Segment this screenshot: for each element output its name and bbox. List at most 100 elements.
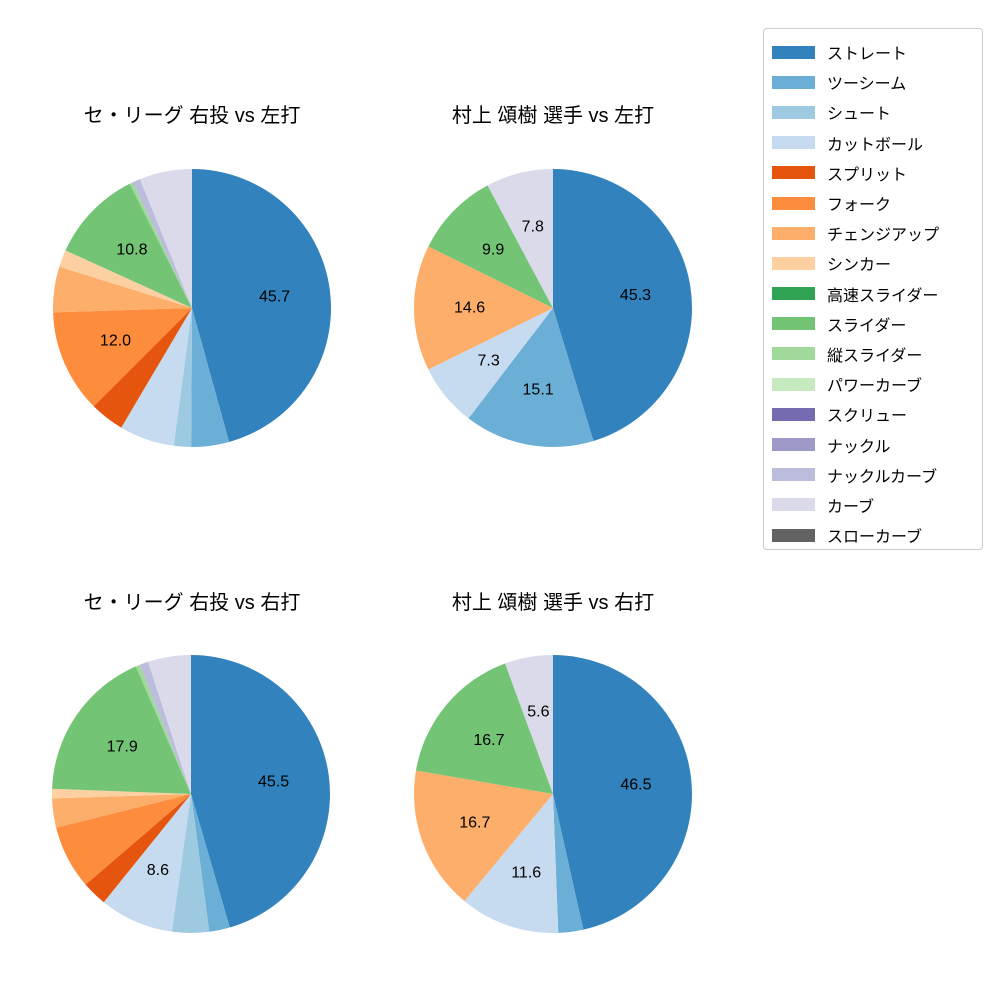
legend-item: チェンジアップ	[764, 218, 982, 248]
legend-item: スプリット	[764, 158, 982, 188]
chart-title-player-vs-left: 村上 頌樹 選手 vs 左打	[451, 105, 655, 127]
chart-title-player-vs-right: 村上 頌樹 選手 vs 右打	[451, 592, 655, 614]
pie-slice-フォーク	[56, 794, 192, 885]
legend-color-swatch	[772, 45, 815, 59]
pie-slice-スライダー	[65, 183, 192, 308]
pie-percent-label: 12.0	[100, 333, 131, 350]
pie-percent-label: 45.3	[620, 287, 651, 304]
legend-item: シュート	[764, 97, 982, 127]
legend-item-label: シュート	[827, 106, 892, 124]
legend-item-label: カーブ	[827, 498, 875, 516]
pie-slice-チェンジアップ	[414, 246, 553, 370]
legend-item: ストレート	[764, 37, 982, 67]
pie-slice-シュート	[171, 794, 210, 933]
pie-chart-player-vs-left: 45.3 15.1 7.3 14.6 9.9 7.8	[414, 169, 692, 447]
legend-item-label: 高速スライダー	[827, 287, 939, 305]
pie-percent-label: 7.8	[522, 219, 544, 236]
pie-percent-label: 16.7	[459, 815, 490, 832]
pie-slice-スプリット	[85, 794, 191, 903]
legend-item: スローカーブ	[764, 520, 982, 550]
pie-percent-label: 46.5	[620, 776, 651, 793]
pie-percent-label: 16.7	[473, 732, 504, 749]
pie-percent-label: 11.6	[511, 865, 541, 882]
pie-slice-ストレート	[192, 169, 332, 442]
pie-chart-player-vs-right: 46.5 11.6 16.7 16.7 5.6	[414, 655, 692, 933]
pie-slice-ツーシーム	[468, 308, 594, 447]
legend-color-swatch	[772, 105, 815, 119]
pie-percent-label: 45.7	[259, 288, 290, 305]
pie-slice-スライダー	[52, 666, 191, 794]
pie-slice-カットボール	[464, 794, 559, 933]
legend-item-label: チェンジアップ	[827, 227, 940, 245]
legend-item: スライダー	[764, 309, 982, 339]
pie-percent-label: 17.9	[107, 738, 138, 755]
legend-color-swatch	[772, 377, 815, 391]
legend-color-swatch	[772, 407, 815, 421]
pie-slice-カットボール	[121, 308, 192, 446]
pie-percent-label: 15.1	[523, 382, 554, 399]
legend-color-swatch	[772, 468, 815, 482]
legend-color-swatch	[772, 256, 815, 270]
pie-slice-カーブ	[487, 169, 553, 308]
pie-percent-label: 8.6	[147, 862, 169, 879]
legend-color-swatch	[772, 196, 815, 210]
pie-slice-ストレート	[553, 169, 692, 441]
pie-slice-カーブ	[148, 655, 191, 794]
legend-color-swatch	[772, 75, 815, 89]
legend-color-swatch	[772, 347, 815, 361]
legend-color-swatch	[772, 226, 815, 240]
pie-slice-カーブ	[140, 169, 192, 308]
legend-color-swatch	[772, 528, 815, 542]
pie-slice-シンカー	[52, 788, 191, 799]
legend-item: 縦スライダー	[764, 339, 982, 369]
pie-chart-league-vs-right: 45.5 8.6 17.9	[52, 655, 330, 933]
pie-slice-ストレート	[191, 655, 330, 928]
legend-color-swatch	[772, 287, 815, 301]
pie-slice-シュート	[173, 308, 192, 447]
pie-slice-カーブ	[505, 655, 553, 794]
pie-slice-ストレート	[553, 655, 692, 930]
pie-slice-スライダー	[416, 663, 553, 794]
legend-item-label: ナックル	[827, 438, 891, 456]
legend-item-label: カットボール	[827, 136, 924, 154]
pie-slice-縦スライダー	[135, 664, 191, 794]
legend-item: カーブ	[764, 490, 982, 520]
chart-title-league-vs-left: セ・リーグ 右投 vs 左打	[83, 105, 301, 127]
pie-slice-ナックルカーブ	[139, 661, 191, 794]
pie-percent-label: 10.8	[116, 242, 147, 259]
pie-chart-league-vs-left: 45.7 12.0 10.8	[53, 169, 332, 448]
legend-item-label: フォーク	[827, 197, 892, 215]
pie-slice-フォーク	[53, 308, 192, 407]
legend-item-label: ナックルカーブ	[827, 468, 938, 486]
legend-item: スクリュー	[764, 399, 982, 429]
legend-item-label: 縦スライダー	[827, 347, 923, 365]
pie-slice-チェンジアップ	[414, 770, 553, 902]
legend: ストレート ツーシーム シュート カットボール スプリット フォーク チェンジアップ シンカー…	[763, 28, 983, 550]
pie-slice-スライダー	[428, 185, 553, 308]
pie-slice-チェンジアップ	[52, 794, 191, 828]
pie-percent-label: 7.3	[477, 353, 499, 370]
pie-slice-チェンジアップ	[53, 266, 193, 313]
legend-item-label: スライダー	[827, 317, 907, 335]
legend-item-label: スクリュー	[827, 408, 908, 426]
pie-slice-ツーシーム	[191, 794, 230, 932]
legend-color-swatch	[772, 498, 815, 512]
pie-percent-label: 45.5	[258, 774, 289, 791]
legend-item: パワーカーブ	[764, 369, 982, 399]
legend-item-label: シンカー	[827, 257, 892, 275]
pie-slice-ツーシーム	[553, 794, 584, 933]
legend-item: フォーク	[764, 188, 982, 218]
legend-item: シンカー	[764, 248, 982, 278]
pie-slice-ナックルカーブ	[132, 179, 192, 308]
pie-percent-label: 14.6	[454, 300, 485, 317]
legend-item: ナックルカーブ	[764, 460, 982, 490]
legend-color-swatch	[772, 438, 815, 452]
legend-item: 高速スライダー	[764, 279, 982, 309]
legend-color-swatch	[772, 317, 815, 331]
pie-slice-ツーシーム	[191, 308, 230, 448]
pie-slice-カットボール	[103, 794, 191, 932]
legend-item-label: スプリット	[827, 166, 908, 184]
chart-title-league-vs-right: セ・リーグ 右投 vs 右打	[83, 592, 301, 614]
legend-item-label: パワーカーブ	[827, 378, 923, 396]
